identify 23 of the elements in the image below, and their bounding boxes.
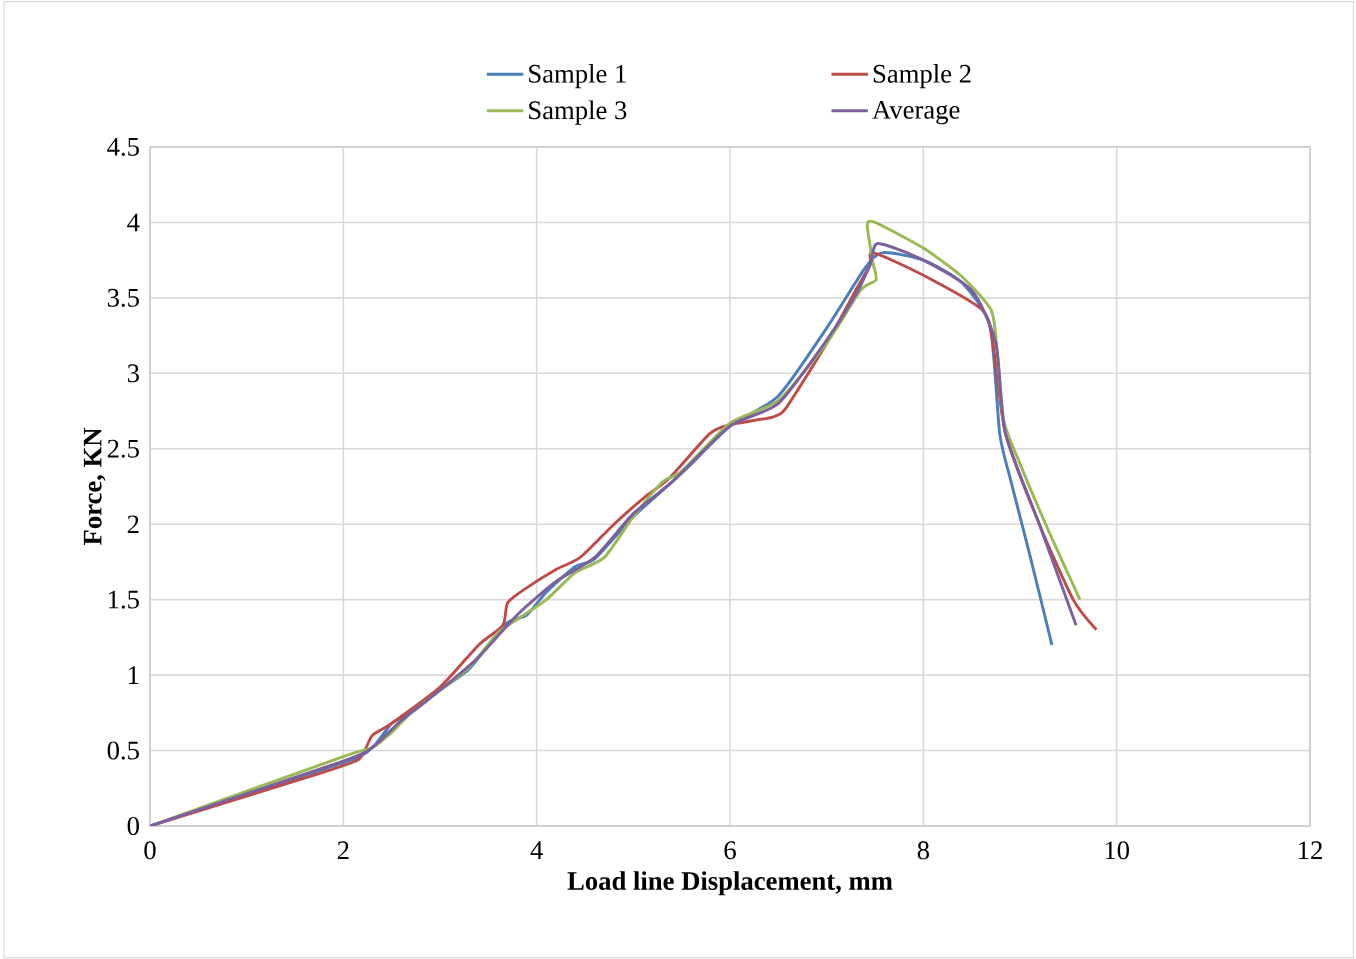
y-tick-label: 3	[127, 364, 139, 383]
y-axis-title: Force, KN	[83, 427, 106, 546]
legend-label: Sample 1	[529, 64, 626, 89]
x-tick-label: 10	[1105, 841, 1129, 860]
x-tick-label: 8	[917, 841, 929, 860]
y-tick-label: 0	[127, 816, 139, 835]
y-tick-label: 0.5	[107, 741, 139, 760]
x-tick-label: 2	[337, 841, 349, 860]
legend-label: Average	[872, 100, 960, 125]
y-tick-label: 2	[127, 515, 139, 534]
y-tick-label: 1	[128, 666, 139, 684]
x-axis-title: Load line Displacement, mm	[567, 871, 893, 896]
y-tick-label: 3.5	[107, 288, 139, 307]
legend-label: Sample 3	[529, 100, 627, 125]
y-tick-label: 1.5	[108, 590, 139, 609]
x-tick-label: 0	[144, 841, 156, 860]
y-tick-label: 4.5	[107, 138, 139, 156]
y-tick-label: 2.5	[107, 439, 139, 458]
legend-label: Sample 2	[873, 64, 971, 89]
x-tick-label: 4	[530, 841, 543, 859]
x-tick-label: 6	[724, 841, 736, 860]
y-tick-label: 4	[127, 213, 140, 232]
x-tick-label: 12	[1299, 841, 1322, 860]
